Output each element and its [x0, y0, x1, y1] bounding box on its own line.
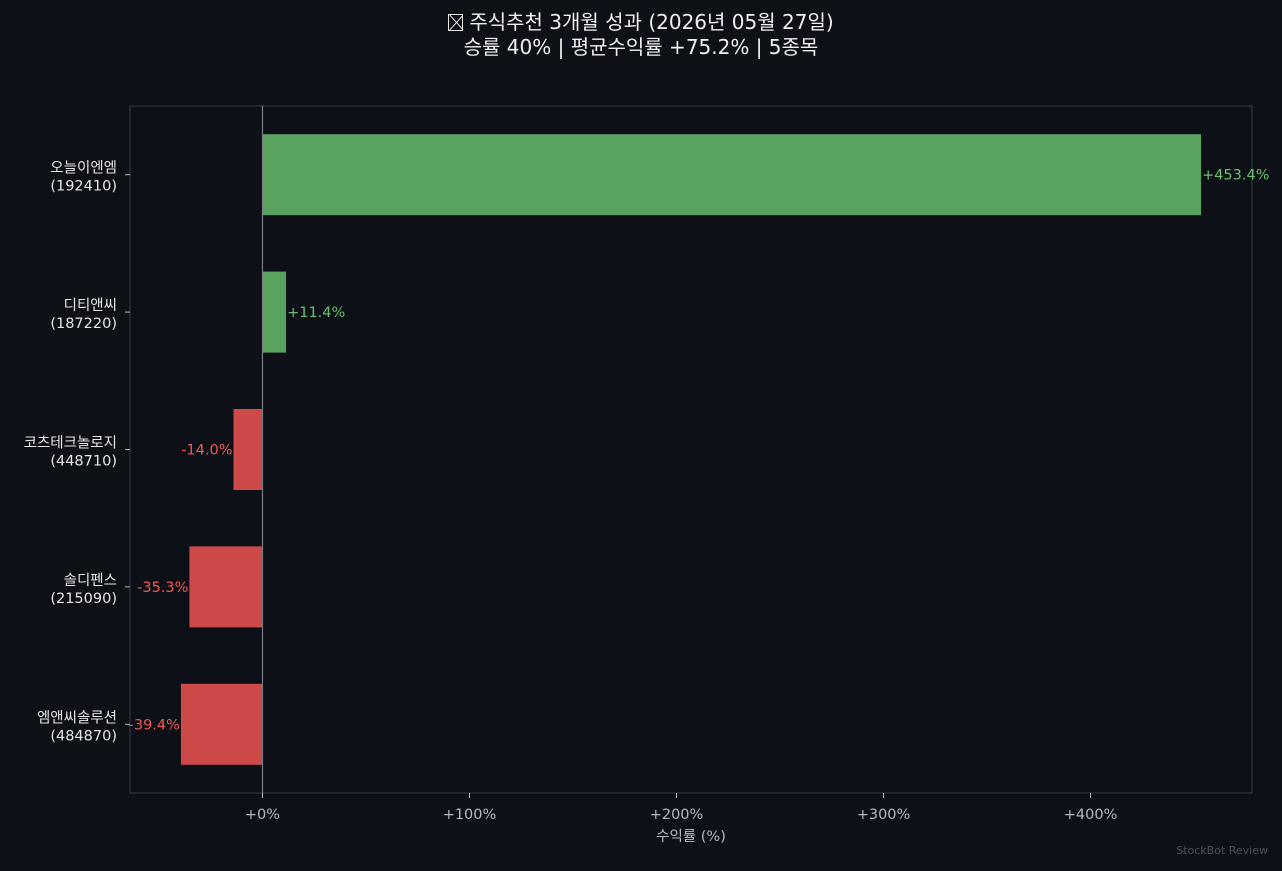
bar-3: [189, 546, 263, 628]
x-tick-label-3: +300%: [857, 807, 911, 823]
title-line-2: 승률 40% | 평균수익률 +75.2% | 5종목: [463, 35, 819, 59]
x-tick-label-0: +0%: [245, 807, 280, 823]
y-tick-label-name-4: 엠앤씨솔루션: [37, 709, 117, 726]
x-tick-label-4: +400%: [1064, 807, 1118, 823]
x-axis-label: 수익률 (%): [656, 828, 726, 845]
y-tick-label-code-4: (484870): [50, 728, 117, 744]
y-tick-label-name-0: 오늘이엔엠: [50, 160, 117, 177]
value-label-4: -39.4%: [129, 717, 180, 733]
y-tick-label-name-1: 디티앤씨: [64, 297, 117, 314]
value-label-3: -35.3%: [137, 580, 188, 596]
y-tick-label-code-3: (215090): [50, 591, 117, 607]
value-label-0: +453.4%: [1202, 168, 1269, 184]
plot-area: +453.4% +11.4% -14.0% -35.3% -39.4% 오늘이엔엠 (192…: [24, 105, 1270, 845]
watermark: StockBot Review: [1176, 844, 1268, 857]
title-text: 주식추천 3개월 성과 (2026년 05월 27일): [469, 10, 834, 34]
y-tick-label-code-1: (187220): [50, 316, 117, 332]
y-tick-label-name-3: 솔디펜스: [64, 572, 117, 589]
bar-2: [233, 409, 263, 490]
bar-0: [262, 134, 1202, 216]
y-tick-label-code-2: (448710): [50, 454, 117, 470]
x-tick-label-1: +100%: [443, 807, 497, 823]
value-label-1: +11.4%: [287, 305, 345, 321]
x-tick-label-2: +200%: [650, 807, 704, 823]
title-line-1: 주식추천 3개월 성과 (2026년 05월 27일): [0, 10, 1282, 35]
y-tick-label-name-2: 코츠테크놀로지: [24, 435, 117, 452]
chart-title: 주식추천 3개월 성과 (2026년 05월 27일) 승률 40% | 평균수…: [0, 10, 1282, 60]
y-tick-label-code-0: (192410): [50, 179, 117, 195]
value-label-2: -14.0%: [181, 443, 232, 459]
bar-4: [180, 683, 263, 765]
bar-1: [262, 271, 287, 353]
missing-glyph-icon: [448, 14, 464, 31]
